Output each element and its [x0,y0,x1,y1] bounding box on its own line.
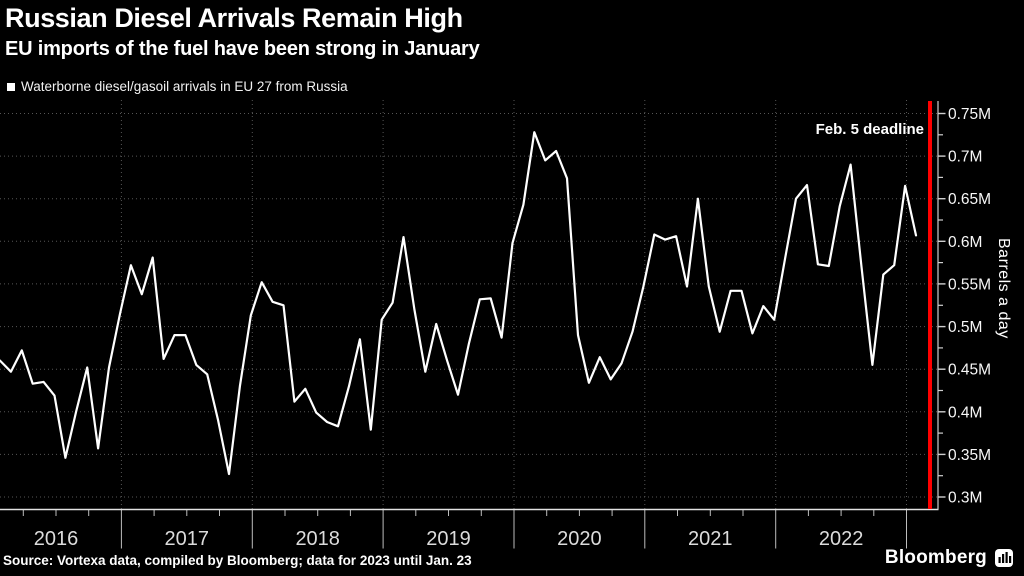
legend-label: Waterborne diesel/gasoil arrivals in EU … [21,79,348,94]
source-note: Source: Vortexa data, compiled by Bloomb… [3,553,472,568]
y-tick-label: 0.65M [948,191,991,208]
x-year-label: 2019 [426,528,471,550]
bloomberg-logo-text: Bloomberg [884,547,987,568]
x-year-label: 2017 [165,528,210,550]
y-tick-label: 0.6M [948,234,982,251]
x-year-label: 2020 [557,528,602,550]
legend-swatch-icon [7,82,15,91]
y-tick-label: 0.35M [948,447,991,464]
y-tick-label: 0.5M [948,319,982,336]
page-subtitle: EU imports of the fuel have been strong … [5,38,480,60]
x-year-label: 2018 [295,528,340,550]
x-year-label: 2022 [819,528,864,550]
y-tick-label: 0.55M [948,276,991,293]
y-axis-title: Barrels a day [995,238,1012,339]
y-tick-label: 0.3M [948,490,982,507]
data-line [0,131,918,476]
y-tick-label: 0.45M [948,362,991,379]
y-tick-label: 0.75M [948,106,991,123]
page-title: Russian Diesel Arrivals Remain High [5,3,463,33]
legend: Waterborne diesel/gasoil arrivals in EU … [7,79,348,94]
x-year-label: 2021 [688,528,733,550]
y-tick-label: 0.4M [948,404,982,421]
bloomberg-chart-icon [995,549,1013,567]
x-year-label: 2016 [34,528,79,550]
y-tick-label: 0.7M [948,149,982,166]
bloomberg-logo: Bloomberg [885,547,1014,569]
deadline-label: Feb. 5 deadline [815,121,924,138]
